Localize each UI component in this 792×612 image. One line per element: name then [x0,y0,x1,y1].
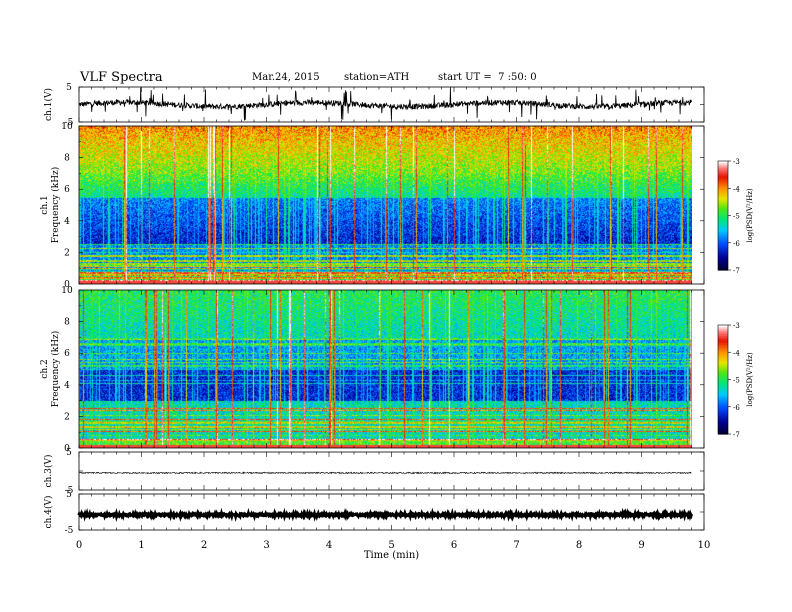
ch1-colorbar-tick: -4 [733,185,740,193]
ch3-panel [78,451,705,491]
ch1-colorbar-label: log(PSD(V²/Hz) [746,188,754,243]
ch2-ylabel-frequency: Frequency (kHz) [50,331,61,408]
ch2-ylabel-channel: ch.2 [40,359,50,378]
ch4-ytick-5: 5 [66,490,72,500]
ch1-ytick-4: 4 [64,217,70,227]
ch3-ytick-5: 5 [66,448,72,458]
ch1-spectrogram-image [79,126,692,284]
x-axis-label: Time (min) [364,550,419,561]
ch2-ytick-10: 10 [61,286,73,296]
header-station: station=ATH [344,72,410,83]
ch4-ylabel: ch.4(V) [43,496,54,529]
x-tick-5: 5 [388,540,394,551]
x-tick-0: 0 [76,540,82,551]
header-date: Mar.24, 2015 [252,72,320,83]
ch2-colorbar-tick: -3 [733,322,740,330]
ch1-colorbar-tick: -3 [733,158,740,166]
x-tick-4: 4 [326,540,332,551]
ch2-ytick-0: 0 [64,444,70,454]
ch2-colorbar-tick: -6 [733,404,740,412]
ch3-ytick-neg5: -5 [65,486,74,496]
ch2-colorbar-label: log(PSD(V²/Hz) [746,352,754,407]
ch3-panel-xticks [78,452,705,490]
ch1-ytick-2: 2 [64,248,70,258]
ch2-ytick-4: 4 [64,381,70,391]
ch2-colorbar-tick: -5 [733,377,740,385]
ch1-ytick-0: 0 [64,280,70,290]
ch1-panel-xticks [78,87,705,122]
x-tick-3: 3 [263,540,269,551]
ch2-spectrogram-panel-xticks [78,290,705,448]
ch1-colorbar-tick: -7 [733,267,740,275]
ch4-panel-xticks [78,494,705,530]
x-tick-6: 6 [451,540,457,551]
ch2-colorbar-tick: -4 [733,349,740,357]
x-tick-9: 9 [638,540,644,551]
ch1-ytick-6: 6 [64,185,70,195]
ch1-ytick-5: 5 [66,83,72,93]
ch1-ylabel-channel: ch.1 [40,195,50,214]
ch1-ytick-8: 8 [64,154,70,164]
ch2-ytick-6: 6 [64,349,70,359]
ch4-ytick-neg5: -5 [65,526,74,536]
ch3-ylabel: ch.3(V) [43,455,54,488]
ch2-ytick-8: 8 [64,318,70,328]
x-tick-8: 8 [576,540,582,551]
ch1-colorbar-tick: -5 [733,213,740,221]
ch1-ylabel-frequency: Frequency (kHz) [50,167,61,244]
x-tick-7: 7 [513,540,519,551]
ch3-waveform-trace [78,471,692,475]
ch1-waveform-trace [78,87,692,121]
x-tick-10: 10 [698,540,711,551]
ch2-spectrogram-image [79,290,692,448]
header-start-time: start UT = 7 :50: 0 [438,72,537,83]
ch1-ytick-neg5: -5 [65,118,74,128]
x-tick-1: 1 [138,540,144,551]
x-tick-2: 2 [201,540,207,551]
ch1-colorbar-tick: -6 [733,240,740,248]
figure-title: VLF Spectra [80,70,163,85]
ch1-spectrogram-panel-xticks [78,126,705,284]
ch1-ylabel: ch.1(V) [43,88,54,121]
ch1-ytick-10: 10 [61,122,73,132]
ch2-colorbar-tick: -7 [733,431,740,439]
ch4-waveform-trace [77,507,694,523]
ch2-ytick-2: 2 [64,412,70,422]
